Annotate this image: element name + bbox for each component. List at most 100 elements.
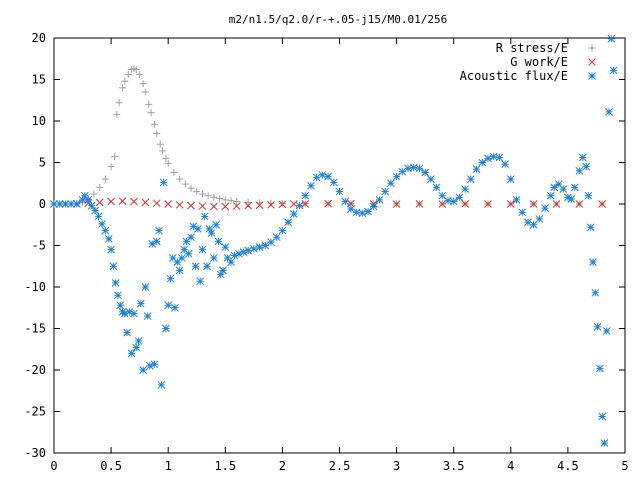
data-point	[582, 162, 591, 171]
data-point	[157, 381, 166, 389]
y-tick-label: 10	[32, 114, 46, 128]
data-point	[221, 243, 230, 252]
data-point	[466, 175, 475, 183]
data-point	[141, 198, 150, 207]
data-point	[278, 200, 287, 209]
data-point	[461, 199, 469, 208]
data-point	[512, 195, 521, 204]
data-point	[212, 220, 221, 229]
data-point	[184, 249, 193, 258]
data-point	[221, 202, 230, 211]
data-point	[267, 200, 275, 209]
data-point	[109, 262, 118, 271]
data-point	[111, 153, 119, 161]
data-point	[162, 154, 170, 162]
data-point	[114, 291, 122, 300]
data-point	[198, 245, 207, 254]
data-point	[524, 218, 532, 227]
data-point	[162, 324, 170, 333]
data-point	[261, 241, 270, 250]
data-point	[438, 200, 447, 208]
x-tick-label: 2	[279, 459, 286, 473]
data-point	[119, 84, 127, 92]
data-point	[541, 204, 549, 213]
data-point	[94, 212, 103, 221]
data-point	[593, 322, 602, 331]
data-point	[107, 245, 115, 254]
data-point	[164, 200, 173, 208]
data-point	[139, 366, 147, 374]
data-point	[187, 184, 195, 192]
data-point	[495, 153, 504, 162]
data-point	[132, 343, 141, 352]
data-point	[484, 154, 492, 163]
data-point	[324, 199, 332, 208]
data-point	[141, 283, 150, 291]
data-point	[232, 202, 241, 210]
data-point	[602, 327, 611, 335]
data-point	[87, 201, 96, 210]
data-point	[586, 223, 595, 232]
data-point	[124, 71, 132, 79]
y-tick-label: -25	[24, 405, 46, 419]
data-point	[156, 140, 164, 148]
data-point	[84, 195, 93, 204]
data-point	[329, 178, 338, 187]
data-point	[605, 108, 613, 116]
data-point	[72, 200, 81, 208]
data-point	[578, 153, 587, 162]
y-tick-label: 20	[32, 31, 46, 45]
data-point	[219, 266, 227, 275]
data-point	[529, 200, 538, 208]
data-point	[194, 225, 202, 233]
data-point	[255, 243, 264, 252]
x-tick-label: 1	[165, 459, 172, 473]
data-point	[301, 191, 310, 200]
data-point	[101, 175, 109, 183]
data-point	[127, 349, 136, 358]
data-point	[139, 80, 147, 88]
data-point	[295, 201, 304, 210]
data-point	[216, 195, 224, 203]
x-tick-label: 1.5	[214, 459, 236, 473]
series-layer	[50, 34, 618, 447]
data-point	[375, 195, 384, 204]
data-point	[118, 197, 127, 205]
data-point	[596, 364, 604, 373]
data-point	[96, 183, 104, 191]
data-point	[244, 246, 252, 255]
data-point	[235, 249, 243, 258]
data-point	[198, 190, 206, 198]
data-point	[107, 163, 115, 171]
axis-ticks: 0 0.5 1 1.5 2 2.5 3 3.5 4 4.5 5 20 15 10 5 0 -5 -10 -15 -20…	[24, 31, 628, 473]
data-point	[358, 209, 367, 217]
data-point	[200, 212, 209, 221]
data-point	[588, 72, 596, 80]
data-point	[121, 77, 129, 85]
data-point	[278, 226, 287, 235]
data-point	[198, 202, 207, 210]
data-point	[427, 175, 435, 183]
data-point	[152, 199, 161, 208]
data-point	[472, 165, 481, 173]
y-tick-label: -10	[24, 280, 46, 294]
data-point	[170, 168, 178, 176]
data-point	[113, 110, 121, 118]
data-point	[347, 205, 355, 213]
chart-title: m2/n1.5/q2.0/r-+.05-j15/M0.01/256	[229, 13, 448, 26]
data-point	[244, 198, 252, 206]
data-point	[101, 226, 110, 235]
data-point	[175, 200, 184, 209]
data-point	[134, 337, 143, 345]
data-point	[147, 109, 155, 117]
data-point	[115, 99, 123, 107]
y-tick-label: 0	[39, 197, 46, 211]
data-point	[155, 226, 163, 235]
x-tick-label: 3	[393, 459, 400, 473]
data-point	[187, 201, 195, 210]
data-point	[506, 175, 515, 183]
data-point	[132, 66, 140, 74]
data-point	[341, 197, 350, 206]
data-point	[432, 183, 441, 192]
